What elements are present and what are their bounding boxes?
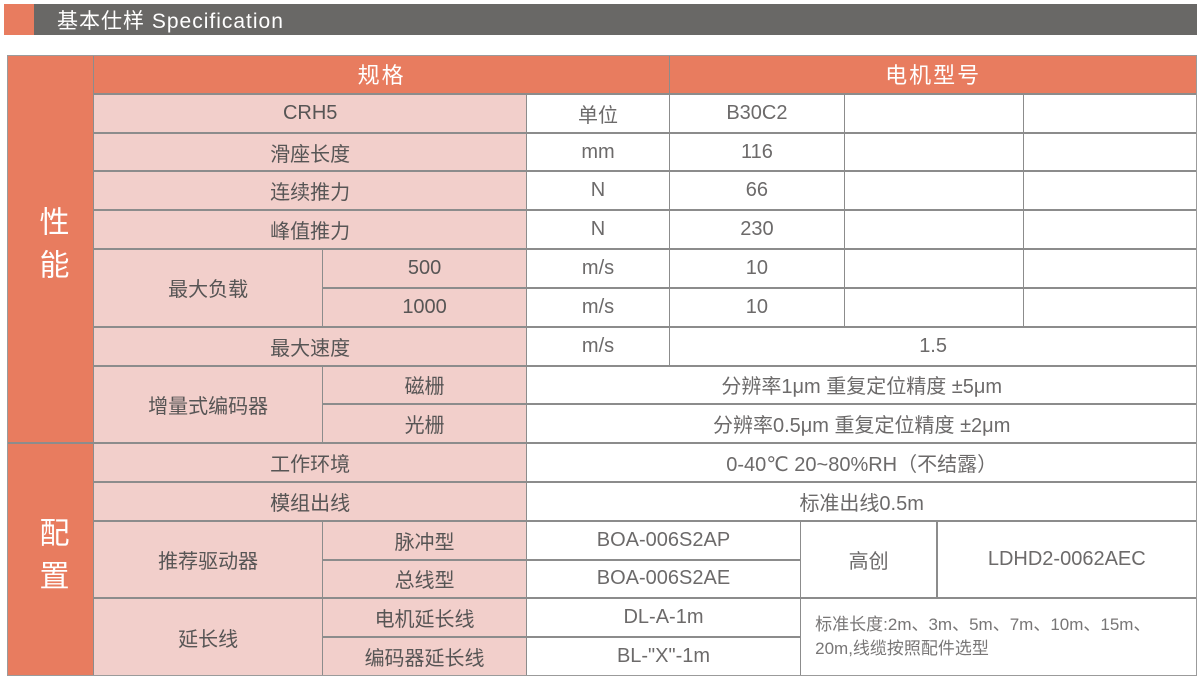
row-contforce-v3: [1024, 172, 1196, 210]
row-maxload-v1: 10: [670, 250, 844, 287]
row-maxload-sub2: 1000: [323, 288, 526, 326]
header-motor-model: 电机型号: [670, 56, 1196, 93]
section-title-bar: 基本仕样 Specification: [34, 4, 1197, 35]
row-slider-v3: [1024, 133, 1196, 171]
row-cableexit-label: 模组出线: [94, 482, 526, 520]
section-config: 配置: [8, 444, 93, 675]
row-maxload-sub1: 500: [323, 250, 526, 287]
row-extension-sub2: 编码器延长线: [323, 638, 526, 675]
row-driver-model: LDHD2-0062AEC: [937, 521, 1196, 598]
row-driver-value1: BOA-006S2AP: [527, 521, 800, 559]
row-maxload-v2c: [1024, 288, 1196, 326]
accent-square: [4, 4, 34, 35]
row-peakforce-v3: [1024, 211, 1196, 249]
row-model-v3: [1024, 94, 1196, 132]
row-contforce-v1: 66: [670, 172, 844, 210]
row-model-unit: 单位: [527, 94, 669, 132]
row-cableexit-value: 标准出线0.5m: [527, 482, 1196, 520]
row-maxspeed-label: 最大速度: [94, 327, 526, 365]
row-maxload-v1c: [1024, 250, 1196, 287]
row-driver-value2: BOA-006S2AE: [527, 560, 800, 598]
row-peakforce-v1: 230: [670, 211, 844, 249]
page-title: 基本仕样 Specification: [57, 9, 284, 33]
row-slider-unit: mm: [527, 133, 669, 171]
row-slider-label: 滑座长度: [94, 133, 526, 171]
row-maxload-v2b: [845, 288, 1023, 326]
row-extension-note: 标准长度:2m、3m、5m、7m、10m、15m、20m,线缆按照配件选型: [801, 599, 1196, 675]
row-model-v2: [845, 94, 1023, 132]
row-maxspeed-value: 1.5: [670, 327, 1196, 365]
row-encoder-sub1: 磁栅: [323, 366, 526, 404]
row-contforce-label: 连续推力: [94, 172, 526, 210]
row-driver-label: 推荐驱动器: [94, 521, 322, 598]
row-encoder-value2: 分辨率0.5μm 重复定位精度 ±2μm: [527, 405, 1196, 443]
row-peakforce-v2: [845, 211, 1023, 249]
row-maxload-v1b: [845, 250, 1023, 287]
row-model-label: CRH5: [94, 94, 526, 132]
row-maxload-v2: 10: [670, 288, 844, 326]
row-peakforce-unit: N: [527, 211, 669, 249]
row-maxload-unit1: m/s: [527, 250, 669, 287]
row-encoder-sub2: 光栅: [323, 405, 526, 443]
section-performance: 性能: [8, 56, 93, 443]
row-extension-label: 延长线: [94, 599, 322, 675]
specification-table: 性能 配置 规格 电机型号 CRH5 单位 B30C2 滑座长度 mm 116 …: [7, 55, 1197, 676]
row-contforce-v2: [845, 172, 1023, 210]
row-driver-sub1: 脉冲型: [323, 521, 526, 559]
row-driver-sub2: 总线型: [323, 560, 526, 598]
row-driver-brand: 高创: [801, 521, 937, 598]
row-extension-sub1: 电机延长线: [323, 599, 526, 637]
row-env-label: 工作环境: [94, 444, 526, 481]
row-extension-value2: BL-"X"-1m: [527, 638, 800, 675]
row-extension-value1: DL-A-1m: [527, 599, 800, 637]
row-maxspeed-unit: m/s: [527, 327, 669, 365]
row-contforce-unit: N: [527, 172, 669, 210]
row-encoder-label: 增量式编码器: [94, 366, 322, 443]
row-slider-v1: 116: [670, 133, 844, 171]
row-maxload-unit2: m/s: [527, 288, 669, 326]
header-spec: 规格: [94, 56, 669, 93]
row-maxload-label: 最大负载: [94, 250, 322, 326]
row-model-v1: B30C2: [670, 94, 844, 132]
row-env-value: 0-40℃ 20~80%RH（不结露）: [527, 444, 1196, 481]
row-peakforce-label: 峰值推力: [94, 211, 526, 249]
row-encoder-value1: 分辨率1μm 重复定位精度 ±5μm: [527, 366, 1196, 404]
row-slider-v2: [845, 133, 1023, 171]
title-bar: 基本仕样 Specification: [4, 4, 1197, 35]
